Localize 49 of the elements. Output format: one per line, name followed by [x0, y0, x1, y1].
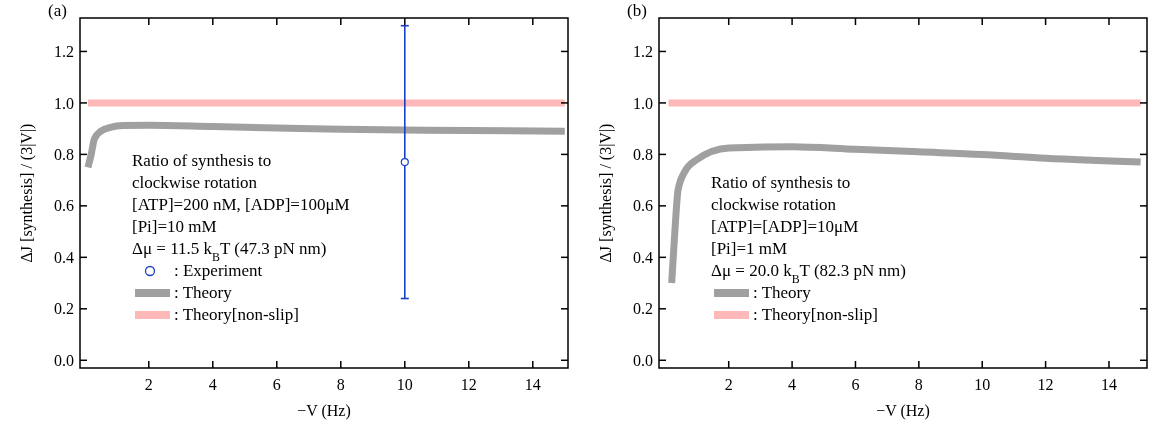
y-tick-label: 0.4 — [633, 248, 653, 266]
annotation: [Pi]=1 mM — [711, 239, 788, 258]
x-tick-label: 4 — [208, 376, 217, 393]
y-tick-label: 1.0 — [54, 94, 74, 112]
x-tick-label: 8 — [914, 376, 923, 393]
x-tick-label: 14 — [524, 376, 541, 393]
x-tick-label: 14 — [1100, 376, 1117, 393]
x-tick-label: 12 — [460, 376, 477, 393]
annotation: [Pi]=10 mM — [132, 217, 217, 236]
y-tick-label: 0.0 — [54, 351, 74, 369]
chart-title: (b) — [627, 1, 647, 20]
annotation: Δμ = 11.5 k$_{B}$T (47.3 pN nm) — [132, 239, 327, 264]
x-tick-label: 4 — [788, 376, 797, 393]
annotation: Ratio of synthesis to — [132, 151, 272, 170]
chart-title: (a) — [48, 1, 67, 20]
x-tick-label: 2 — [724, 376, 733, 393]
y-tick-label: 1.0 — [633, 94, 653, 112]
legend-label: : Theory — [174, 283, 233, 302]
y-tick-label: 0.6 — [633, 197, 653, 215]
annotation: Δμ = 20.0 k$_{B}$T (82.3 pN nm) — [711, 261, 906, 286]
y-tick-label: 1.2 — [633, 43, 653, 61]
y-axis-title: ΔJ [synthesis] / (3|V|) — [597, 123, 615, 263]
y-tick-label: 0.6 — [54, 197, 74, 215]
x-tick-label: 10 — [974, 376, 991, 393]
annotation: clockwise rotation — [132, 173, 258, 192]
annotation: clockwise rotation — [711, 195, 837, 214]
y-tick-label: 1.2 — [54, 43, 74, 61]
legend-label: : Experiment — [174, 261, 263, 280]
annotation: Ratio of synthesis to — [711, 173, 851, 192]
legend-label: : Theory[non-slip] — [174, 305, 299, 324]
legend-label: : Theory — [753, 283, 812, 302]
x-tick-label: 10 — [396, 376, 413, 393]
annotation: [ATP]=200 nM, [ADP]=100μM — [132, 195, 350, 214]
y-tick-label: 0.8 — [633, 146, 653, 163]
x-tick-label: 6 — [851, 376, 860, 393]
y-tick-label: 0.8 — [54, 146, 74, 163]
annotation: [ATP]=[ADP]=10μM — [711, 217, 859, 236]
y-tick-label: 0.2 — [633, 300, 653, 318]
legend-label: : Theory[non-slip] — [753, 305, 878, 324]
x-tick-label: 6 — [272, 376, 281, 393]
y-tick-label: 0.2 — [54, 300, 74, 318]
y-tick-label: 0.4 — [54, 248, 74, 266]
x-tick-label: 2 — [144, 376, 153, 393]
y-tick-label: 0.0 — [633, 351, 653, 369]
x-tick-label: 8 — [336, 376, 345, 393]
x-tick-label: 12 — [1037, 376, 1054, 393]
y-axis-title: ΔJ [synthesis] / (3|V|) — [18, 123, 36, 263]
x-axis-title: −V (Hz) — [876, 402, 930, 420]
x-axis-title: −V (Hz) — [297, 402, 351, 420]
